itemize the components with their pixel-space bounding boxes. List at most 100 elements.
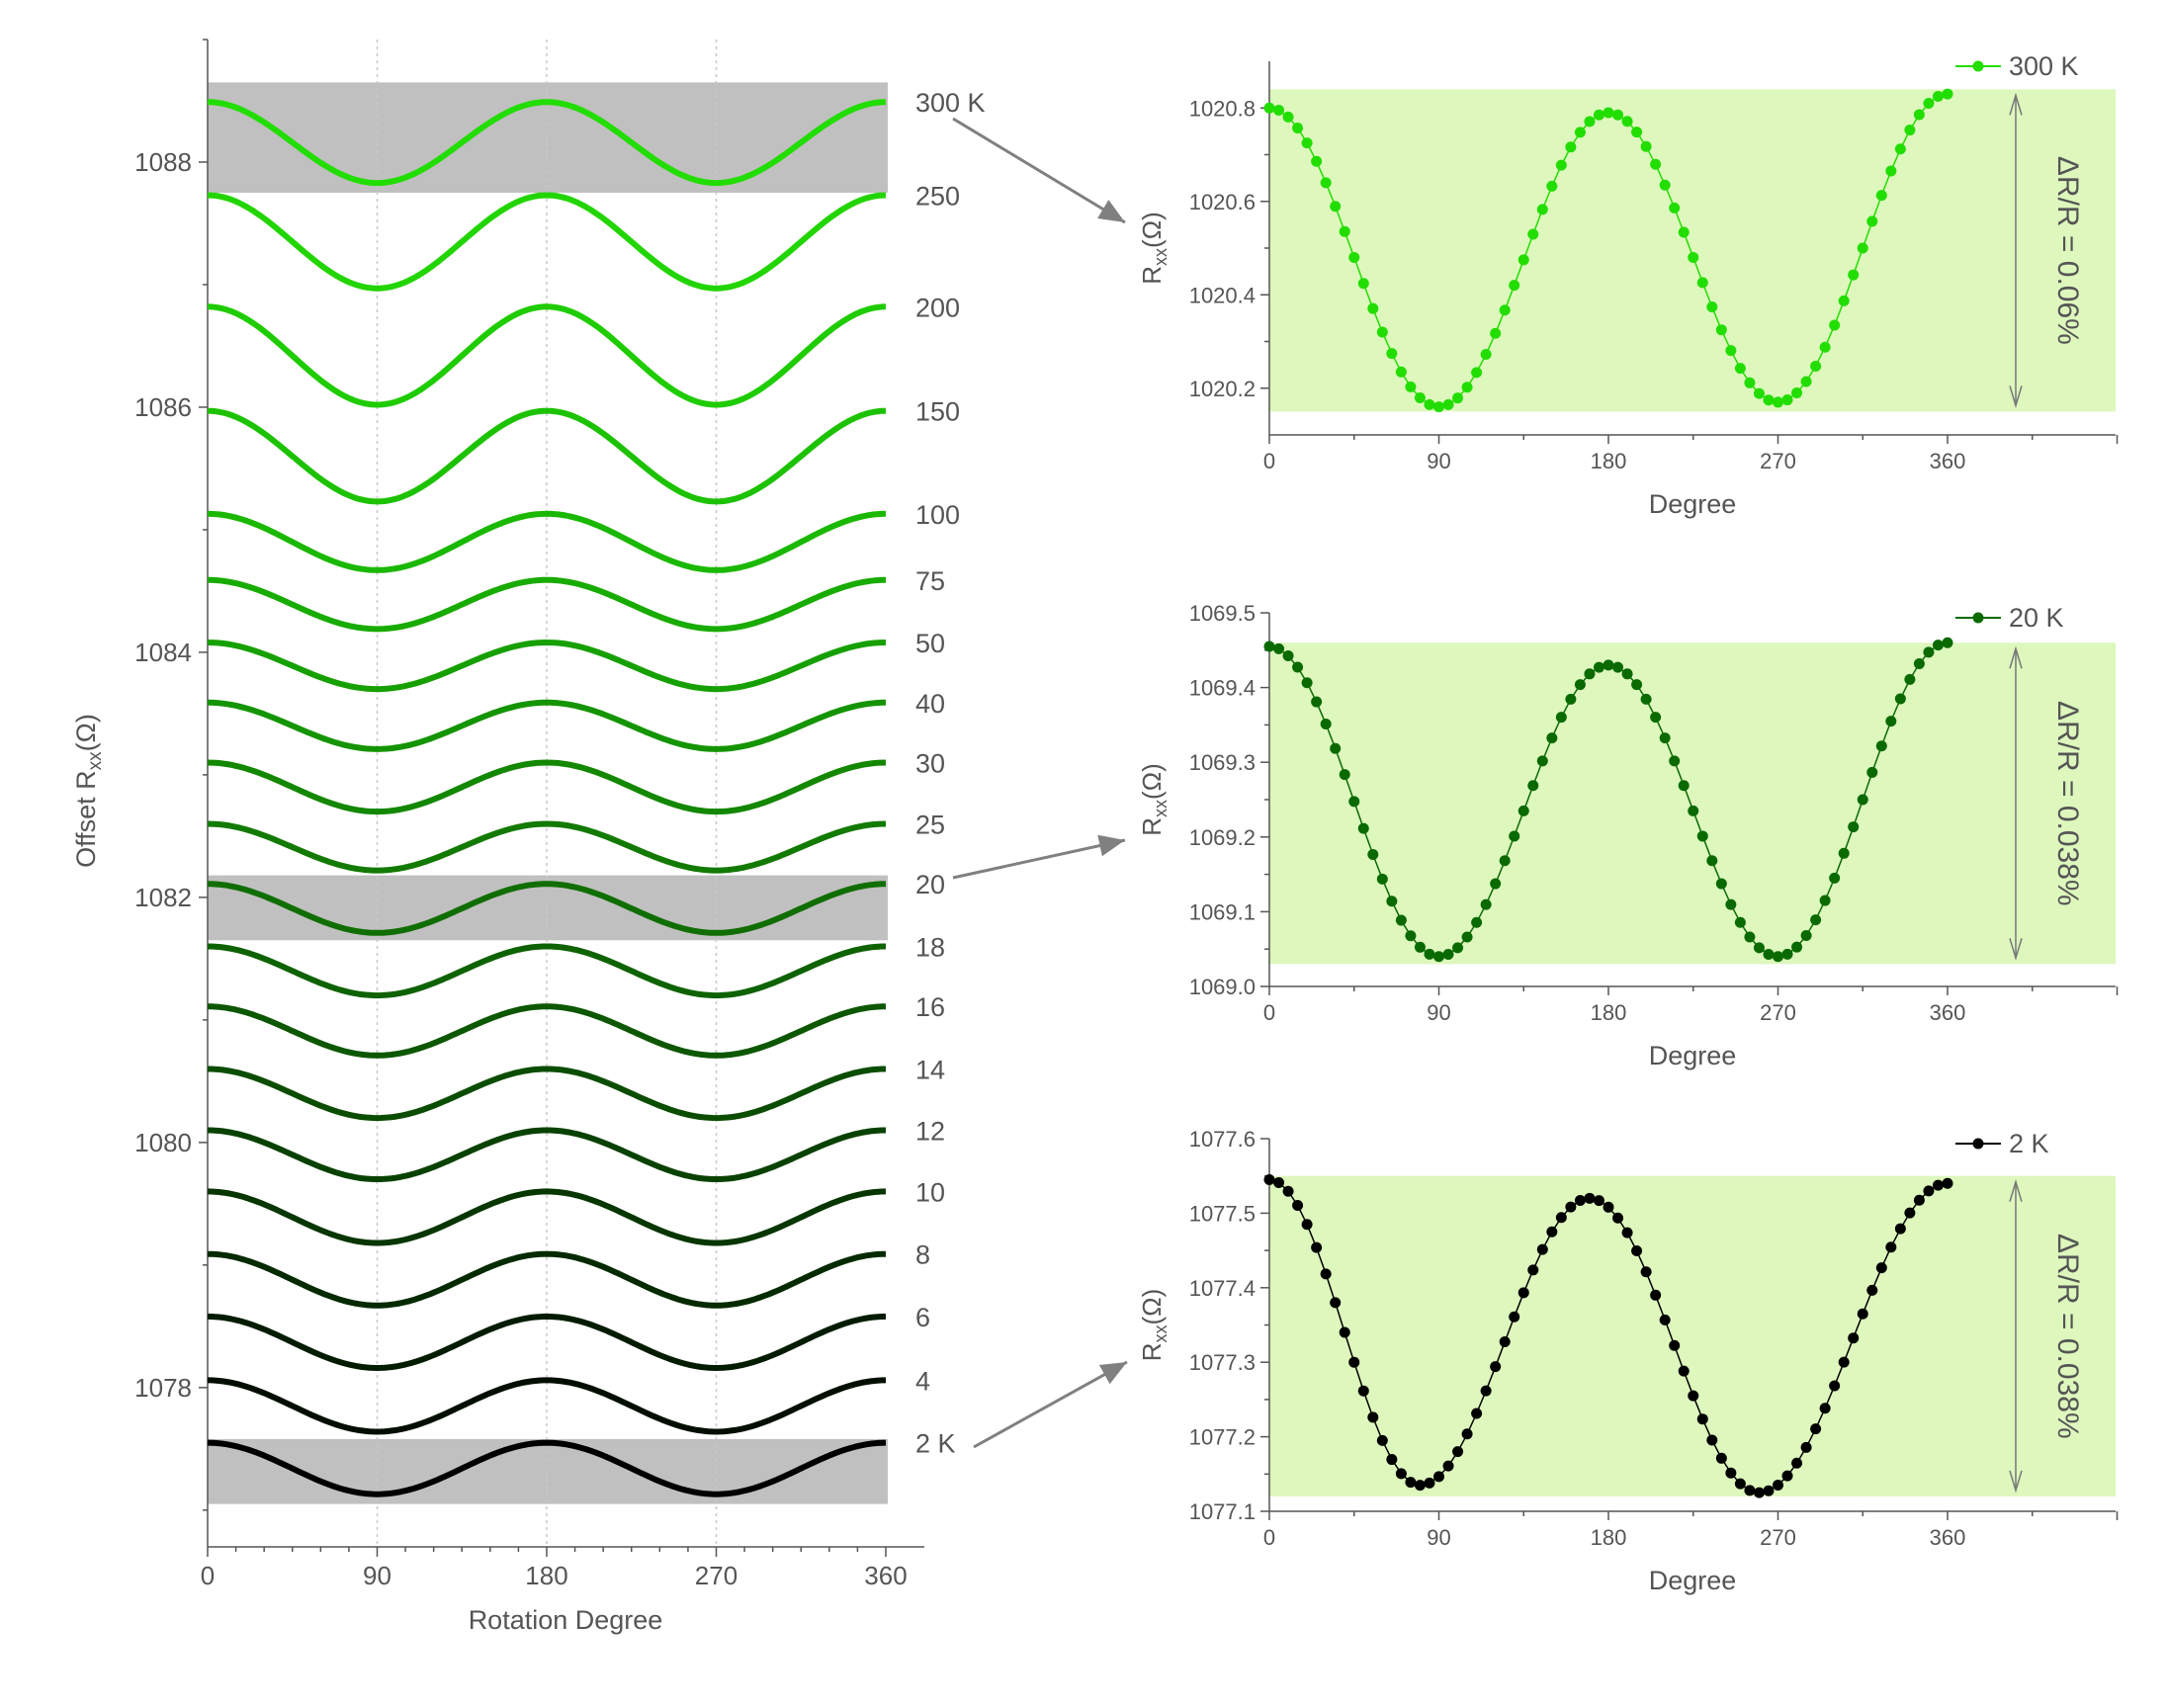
main-series-label: 75 — [915, 566, 945, 596]
main-y-axis-label-unit: (Ω) — [71, 714, 101, 751]
panel-2k-data-point — [1621, 1227, 1633, 1238]
panel-20k-data-point — [1584, 668, 1596, 680]
panel-20k-xtick-label: 90 — [1427, 1000, 1450, 1025]
panel-2k-range-arrow-bottom — [2009, 1470, 2023, 1494]
main-y-axis-label-sub: xx — [85, 751, 106, 771]
main-series-line — [208, 1066, 886, 1122]
main-ytick-label: 1078 — [134, 1373, 192, 1403]
main-series-label: 2 K — [915, 1429, 956, 1459]
main-y-axis-label-main: Offset R — [71, 770, 101, 868]
panel-20k-data-point — [1904, 673, 1916, 685]
panel-300k-data-point — [1848, 269, 1860, 281]
panel-20k-ytick-label: 1069.3 — [1189, 750, 1256, 775]
panel-2k-data-point — [1584, 1192, 1596, 1204]
panel-300k-range-annotation: ΔR/R = 0.06% — [2051, 156, 2084, 345]
panel-300k-data-point — [1688, 251, 1699, 263]
panel-300k-data-point — [1875, 190, 1887, 202]
panel-300k-data-point — [1923, 97, 1935, 109]
panel-20k-data-point — [1395, 914, 1407, 926]
panel-300k-data-point — [1894, 143, 1906, 155]
main-series-line — [208, 943, 886, 999]
main-xtick-label: 0 — [201, 1561, 215, 1590]
panel-300k-data-point — [1593, 109, 1604, 121]
panel-2k-data-point — [1593, 1195, 1604, 1207]
panel-20k-range-arrow-top — [2009, 645, 2023, 669]
panel-20k-data-point — [1339, 769, 1350, 781]
panel-2k-data-point — [1763, 1485, 1775, 1496]
panel-300k-range-arrow-bottom — [2009, 385, 2023, 408]
panel-300k-data-point — [1461, 382, 1473, 393]
panel-20k-data-point — [1367, 849, 1379, 861]
panel-300k-data-point — [1942, 88, 1953, 100]
panel-300k-data-point — [1829, 319, 1841, 331]
main-series-line — [208, 1127, 886, 1182]
panel-20k-data-point — [1405, 930, 1417, 942]
panel-2k-data-point — [1875, 1262, 1887, 1274]
main-series-label: 16 — [915, 992, 945, 1022]
panel-300k-range-band — [1269, 89, 2116, 412]
main-series-label: 18 — [915, 932, 945, 962]
panel-2k-ytick-label: 1077.5 — [1189, 1201, 1256, 1226]
panel-2k-data-point — [1894, 1223, 1906, 1235]
panel-20k-data-point — [1527, 780, 1539, 792]
panel-20k-data-point — [1800, 929, 1812, 941]
panel-2k-chart: 1077.1 1077.2 1077.3 1077.4 1077.5 1077.6 0 90 1… — [1137, 1127, 2119, 1595]
panel-20k-data-point — [1659, 732, 1671, 744]
panel-20k-y-axis-label-sub: xx — [1151, 800, 1170, 817]
panel-300k-data-point — [1527, 228, 1539, 240]
panel-300k-data-point — [1424, 398, 1435, 410]
main-xtick-label: 180 — [525, 1561, 567, 1590]
main-series-label: 6 — [915, 1303, 930, 1332]
panel-2k-data-point — [1405, 1477, 1417, 1489]
main-series-line — [207, 510, 887, 573]
panel-300k-y-axis-label-main: R — [1137, 266, 1167, 285]
panel-20k-ytick-label: 1069.0 — [1189, 975, 1256, 999]
connector-arrow-1 — [952, 838, 1126, 880]
panel-300k-xtick-label: 270 — [1760, 449, 1796, 473]
panel-300k-data-point — [1536, 204, 1548, 215]
panel-2k-data-point — [1734, 1478, 1746, 1490]
panel-300k-data-point — [1744, 377, 1756, 388]
panel-2k-data-point — [1555, 1212, 1567, 1224]
panel-300k-data-point — [1273, 105, 1285, 117]
panel-20k-data-point — [1555, 712, 1567, 724]
panel-20k-data-point — [1471, 916, 1483, 928]
panel-2k-data-point — [1452, 1446, 1464, 1458]
panel-300k-data-point — [1282, 111, 1294, 123]
main-x-axis-label: Rotation Degree — [469, 1605, 663, 1635]
panel-20k-data-point — [1612, 661, 1624, 673]
panel-20k-data-point — [1942, 637, 1953, 648]
panel-2k-data-point — [1442, 1460, 1454, 1472]
panel-300k-data-point — [1857, 242, 1868, 254]
panel-20k-legend-label: 20 K — [2009, 603, 2064, 633]
panel-20k-data-point — [1593, 661, 1604, 673]
main-ytick-label: 1082 — [134, 883, 192, 912]
panel-300k-data-point — [1773, 396, 1783, 408]
panel-2k-data-point — [1330, 1297, 1342, 1309]
panel-300k-data-point — [1621, 116, 1633, 128]
panel-2k-data-point — [1546, 1226, 1558, 1238]
panel-20k-data-point — [1376, 873, 1388, 885]
panel-20k-data-point — [1546, 732, 1558, 744]
panel-20k-data-point — [1292, 661, 1304, 673]
panel-300k-y-axis-label-sub: xx — [1151, 248, 1170, 266]
panel-2k-data-point — [1574, 1195, 1586, 1207]
panel-20k-data-point — [1640, 693, 1652, 705]
main-highlight-band-0 — [208, 82, 888, 193]
connector-arrow-0 — [952, 117, 1126, 224]
panel-20k-data-point — [1461, 931, 1473, 943]
panel-20k-data-point — [1923, 646, 1935, 658]
panel-300k-data-point — [1734, 363, 1746, 375]
panel-300k-data-point — [1659, 179, 1671, 191]
panel-2k-data-point — [1471, 1408, 1483, 1419]
main-xtick-label: 360 — [864, 1561, 907, 1590]
panel-2k-data-point — [1640, 1266, 1652, 1278]
panel-300k-data-point — [1763, 394, 1775, 406]
panel-2k-xtick-label: 270 — [1760, 1525, 1796, 1550]
main-series-label: 150 — [915, 397, 960, 427]
panel-20k-data-point — [1829, 872, 1841, 884]
main-series-line — [208, 699, 886, 752]
panel-300k-data-point — [1311, 155, 1323, 167]
main-y-axis-label: Offset Rxx(Ω) — [71, 714, 106, 868]
panel-2k-data-point — [1273, 1176, 1285, 1188]
